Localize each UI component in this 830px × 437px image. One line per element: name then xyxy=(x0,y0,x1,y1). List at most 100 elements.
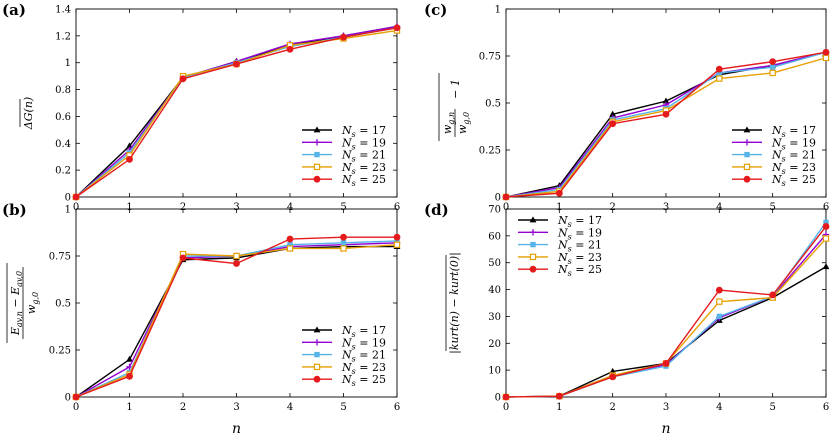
panel-label: (d) xyxy=(424,201,449,219)
x-tick-label: 4 xyxy=(716,202,722,213)
legend-item: Ns = 21 xyxy=(732,149,816,164)
legend-label-sub: s xyxy=(352,142,356,151)
legend-label: Ns = 19 xyxy=(557,226,602,241)
legend-label-sub: s xyxy=(352,167,356,176)
legend-label-value: = 23 xyxy=(356,161,386,174)
y-tick-label: 0.75 xyxy=(479,52,501,63)
legend-marker xyxy=(743,175,751,183)
legend-item: Ns = 17 xyxy=(302,124,386,139)
legend-label: Ns = 21 xyxy=(771,149,816,164)
legend-label-value: = 23 xyxy=(356,361,386,374)
series-25 xyxy=(502,48,830,201)
legend-marker xyxy=(313,375,321,383)
y-label-part: w xyxy=(441,124,454,134)
x-tick-label: 0 xyxy=(73,402,79,413)
legend-label: Ns = 19 xyxy=(341,136,386,151)
data-point xyxy=(179,75,187,83)
x-tick-label: 2 xyxy=(180,202,186,213)
legend-item: Ns = 19 xyxy=(302,136,386,151)
data-point xyxy=(822,54,830,62)
legend-item: Ns = 19 xyxy=(732,136,816,151)
legend-label: Ns = 23 xyxy=(341,161,386,176)
legend-item: Ns = 21 xyxy=(518,239,602,254)
legend-item: Ns = 17 xyxy=(732,124,816,139)
y-label-numerator: wg,n xyxy=(441,112,456,134)
legend-label-main: N xyxy=(341,373,352,386)
legend-label-main: N xyxy=(557,214,568,227)
x-axis-label: n xyxy=(232,421,241,437)
legend-item: Ns = 25 xyxy=(732,173,816,188)
y-label-part: w xyxy=(456,124,469,134)
legend-item: Ns = 23 xyxy=(518,251,602,266)
y-tick-label: 30 xyxy=(488,312,501,323)
data-point xyxy=(393,24,401,32)
data-point xyxy=(769,291,777,299)
x-tick-label: 4 xyxy=(716,402,722,413)
legend-label: Ns = 25 xyxy=(771,173,816,188)
series-line xyxy=(505,234,827,398)
y-tick-label: 70 xyxy=(488,205,501,216)
y-label-numerator: Eav,n − Eav,0 xyxy=(9,271,24,336)
y-label-part: av,n xyxy=(15,311,24,327)
data-point xyxy=(233,252,240,260)
legend-label-value: = 23 xyxy=(572,251,602,264)
y-tick-label: 20 xyxy=(488,339,501,350)
data-point xyxy=(179,254,187,262)
x-tick-label: 2 xyxy=(609,202,615,213)
legend-item: Ns = 25 xyxy=(302,373,386,388)
y-label-delta-g: ΔG(n) xyxy=(22,97,35,130)
series-25 xyxy=(502,223,830,401)
legend-marker xyxy=(313,175,321,183)
legend-label-value: = 23 xyxy=(786,161,816,174)
legend-marker xyxy=(743,139,751,146)
data-point xyxy=(823,219,829,226)
data-point xyxy=(340,245,347,252)
data-point xyxy=(72,393,80,401)
data-point xyxy=(822,223,830,230)
legend-item: Ns = 25 xyxy=(518,263,602,278)
series-19 xyxy=(502,231,830,401)
x-tick-label: 1 xyxy=(556,202,562,213)
data-point xyxy=(502,193,510,201)
x-tick-label: 1 xyxy=(126,202,132,213)
legend-label-sub: s xyxy=(568,257,572,266)
legend-label-sub: s xyxy=(568,220,572,229)
legend-label-main: N xyxy=(557,263,568,276)
y-label-minus-one: − 1 xyxy=(449,79,462,99)
data-point xyxy=(662,97,670,104)
x-tick-label: 3 xyxy=(233,202,239,213)
legend-label-main: N xyxy=(341,136,352,149)
data-point xyxy=(126,155,133,163)
legend-label-value: = 17 xyxy=(356,324,386,337)
legend-label: Ns = 25 xyxy=(557,263,602,278)
y-label-kurtosis: |kurt(n) − kurt(0)| xyxy=(448,252,462,354)
y-tick-label: 1.4 xyxy=(55,5,71,16)
legend-label: Ns = 23 xyxy=(341,361,386,376)
legend-label-main: N xyxy=(341,161,352,174)
legend-label-value: = 19 xyxy=(356,336,386,349)
data-point xyxy=(716,313,723,320)
x-tick-label: 2 xyxy=(609,402,615,413)
series-25 xyxy=(72,233,401,401)
data-point xyxy=(286,245,294,252)
legend-label-main: N xyxy=(771,173,782,186)
y-tick-label: 0 xyxy=(65,393,71,404)
legend-marker xyxy=(529,229,537,236)
data-point xyxy=(340,233,347,241)
y-tick-label: 0.25 xyxy=(479,146,501,157)
legend-label: Ns = 19 xyxy=(341,336,386,351)
y-tick-label: 50 xyxy=(488,258,501,269)
x-tick-label: 6 xyxy=(394,202,400,213)
y-tick-label: 1 xyxy=(65,58,71,69)
x-tick-label: 4 xyxy=(287,402,293,413)
legend-label-sub: s xyxy=(352,179,356,188)
legend-label-value: = 21 xyxy=(786,149,816,162)
data-point xyxy=(716,75,723,82)
y-label-part: g,0 xyxy=(462,112,471,125)
series-21 xyxy=(503,219,829,400)
legend-label-main: N xyxy=(341,173,352,186)
legend-label-sub: s xyxy=(352,367,356,376)
legend-label: Ns = 17 xyxy=(771,124,816,139)
data-point xyxy=(716,298,723,305)
